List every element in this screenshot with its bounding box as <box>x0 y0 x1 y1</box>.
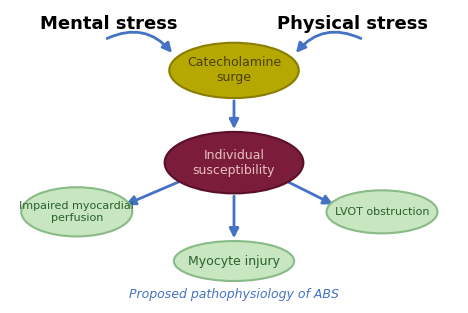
Text: Individual
susceptibility: Individual susceptibility <box>193 149 275 177</box>
Text: Proposed pathophysiology of ABS: Proposed pathophysiology of ABS <box>129 288 339 301</box>
Ellipse shape <box>165 132 303 193</box>
Text: Mental stress: Mental stress <box>40 15 177 33</box>
Text: Impaired myocardial
perfusion: Impaired myocardial perfusion <box>19 201 134 223</box>
Ellipse shape <box>169 43 299 98</box>
Ellipse shape <box>21 187 132 236</box>
Ellipse shape <box>327 190 438 233</box>
FancyArrowPatch shape <box>298 32 361 50</box>
FancyArrowPatch shape <box>107 32 170 50</box>
Text: Catecholamine
surge: Catecholamine surge <box>187 56 281 85</box>
Ellipse shape <box>174 241 294 281</box>
Text: Myocyte injury: Myocyte injury <box>188 254 280 268</box>
Text: Physical stress: Physical stress <box>277 15 428 33</box>
Text: LVOT obstruction: LVOT obstruction <box>335 207 429 217</box>
